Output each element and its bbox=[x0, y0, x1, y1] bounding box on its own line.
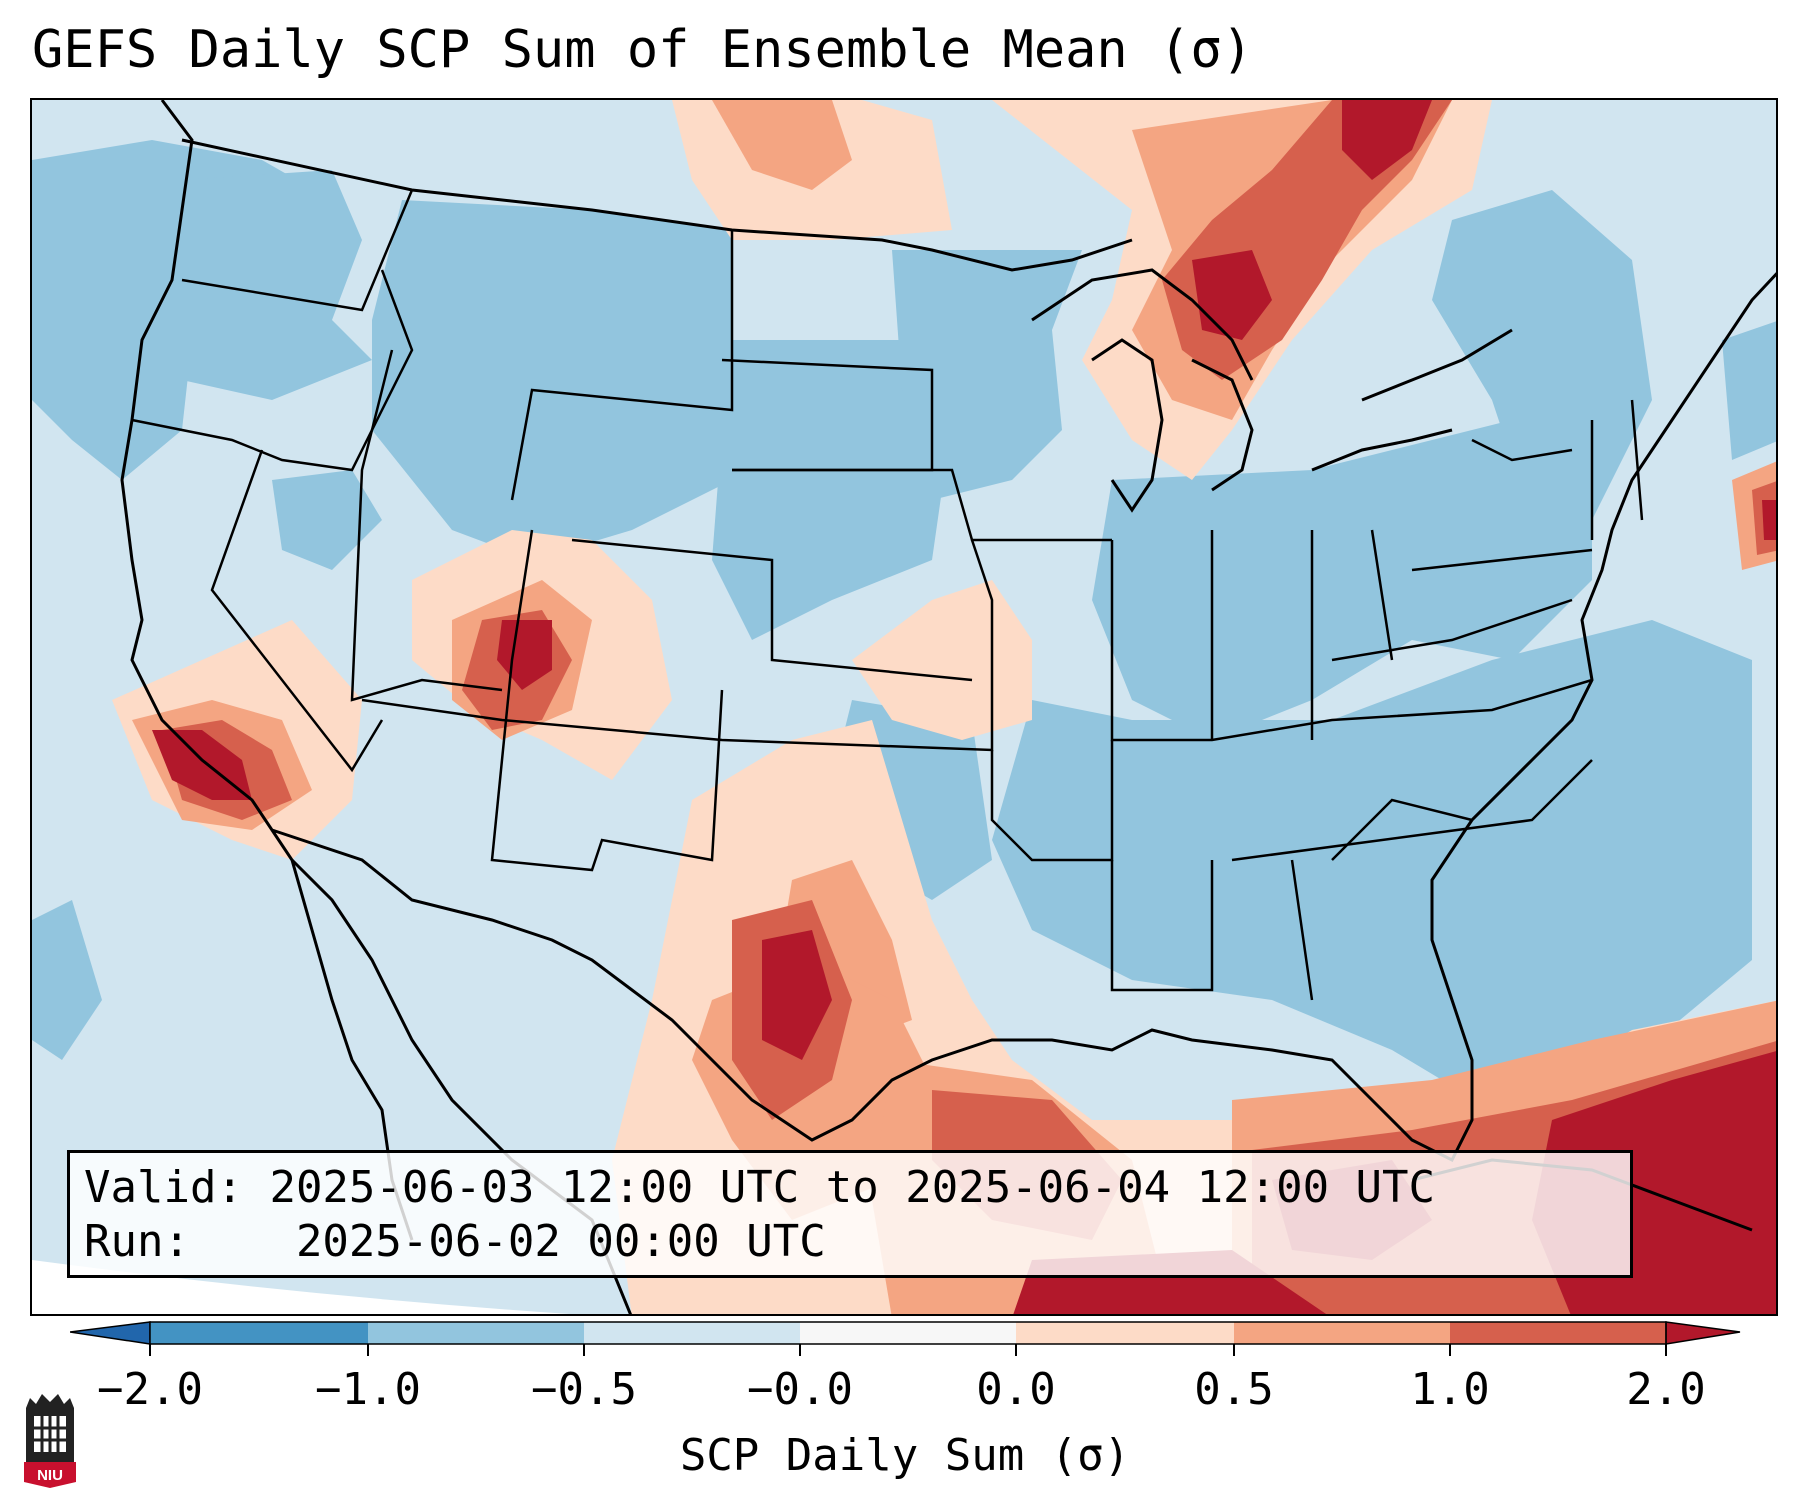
scp-field-map bbox=[32, 100, 1776, 1314]
colorbar-tick-label: −1.0 bbox=[315, 1364, 421, 1415]
map-panel[interactable] bbox=[30, 98, 1778, 1316]
colorbar-tick-label: −2.0 bbox=[97, 1364, 203, 1415]
projection-edge bbox=[32, 1260, 570, 1314]
colorbar-segment bbox=[584, 1322, 800, 1344]
map-title: GEFS Daily SCP Sum of Ensemble Mean (σ) bbox=[32, 20, 1253, 80]
valid-run-info-box: Valid: 2025-06-03 12:00 UTC to 2025-06-0… bbox=[67, 1150, 1633, 1278]
colorbar-tick-label: −0.0 bbox=[747, 1364, 853, 1415]
colorbar bbox=[70, 1321, 1741, 1356]
niu-logo-text: NIU bbox=[37, 1467, 63, 1484]
colorbar-tick-label: 0.5 bbox=[1194, 1364, 1274, 1415]
colorbar-segment bbox=[1450, 1322, 1666, 1344]
valid-label: Valid: bbox=[84, 1162, 243, 1213]
run-time: 2025-06-02 00:00 UTC bbox=[295, 1216, 826, 1267]
great-lakes bbox=[1031, 268, 1513, 513]
colorbar-tick-label: 2.0 bbox=[1626, 1364, 1706, 1415]
run-label: Run: bbox=[84, 1216, 190, 1267]
canada-border bbox=[181, 138, 1133, 272]
colorbar-segment bbox=[800, 1322, 1016, 1344]
valid-time-range: 2025-06-03 12:00 UTC to 2025-06-04 12:00… bbox=[269, 1162, 1436, 1213]
colorbar-segment bbox=[368, 1322, 584, 1344]
us-coastline bbox=[120, 100, 1776, 1241]
colorbar-segment bbox=[150, 1322, 368, 1344]
colorbar-under-extension bbox=[70, 1321, 151, 1345]
niu-logo-icon: NIU bbox=[24, 1394, 76, 1488]
colorbar-tick-label: 0.0 bbox=[976, 1364, 1056, 1415]
colorbar-segment bbox=[1234, 1322, 1450, 1344]
colorbar-tick-label: 1.0 bbox=[1410, 1364, 1490, 1415]
state-borders bbox=[131, 189, 1644, 1001]
colorbar-segment bbox=[1016, 1322, 1234, 1344]
colorbar-label: SCP Daily Sum (σ) bbox=[679, 1430, 1131, 1481]
colorbar-tick-label: −0.5 bbox=[531, 1364, 637, 1415]
colorbar-over-extension bbox=[1665, 1321, 1741, 1345]
negative-anomaly-regions bbox=[32, 140, 1776, 1110]
